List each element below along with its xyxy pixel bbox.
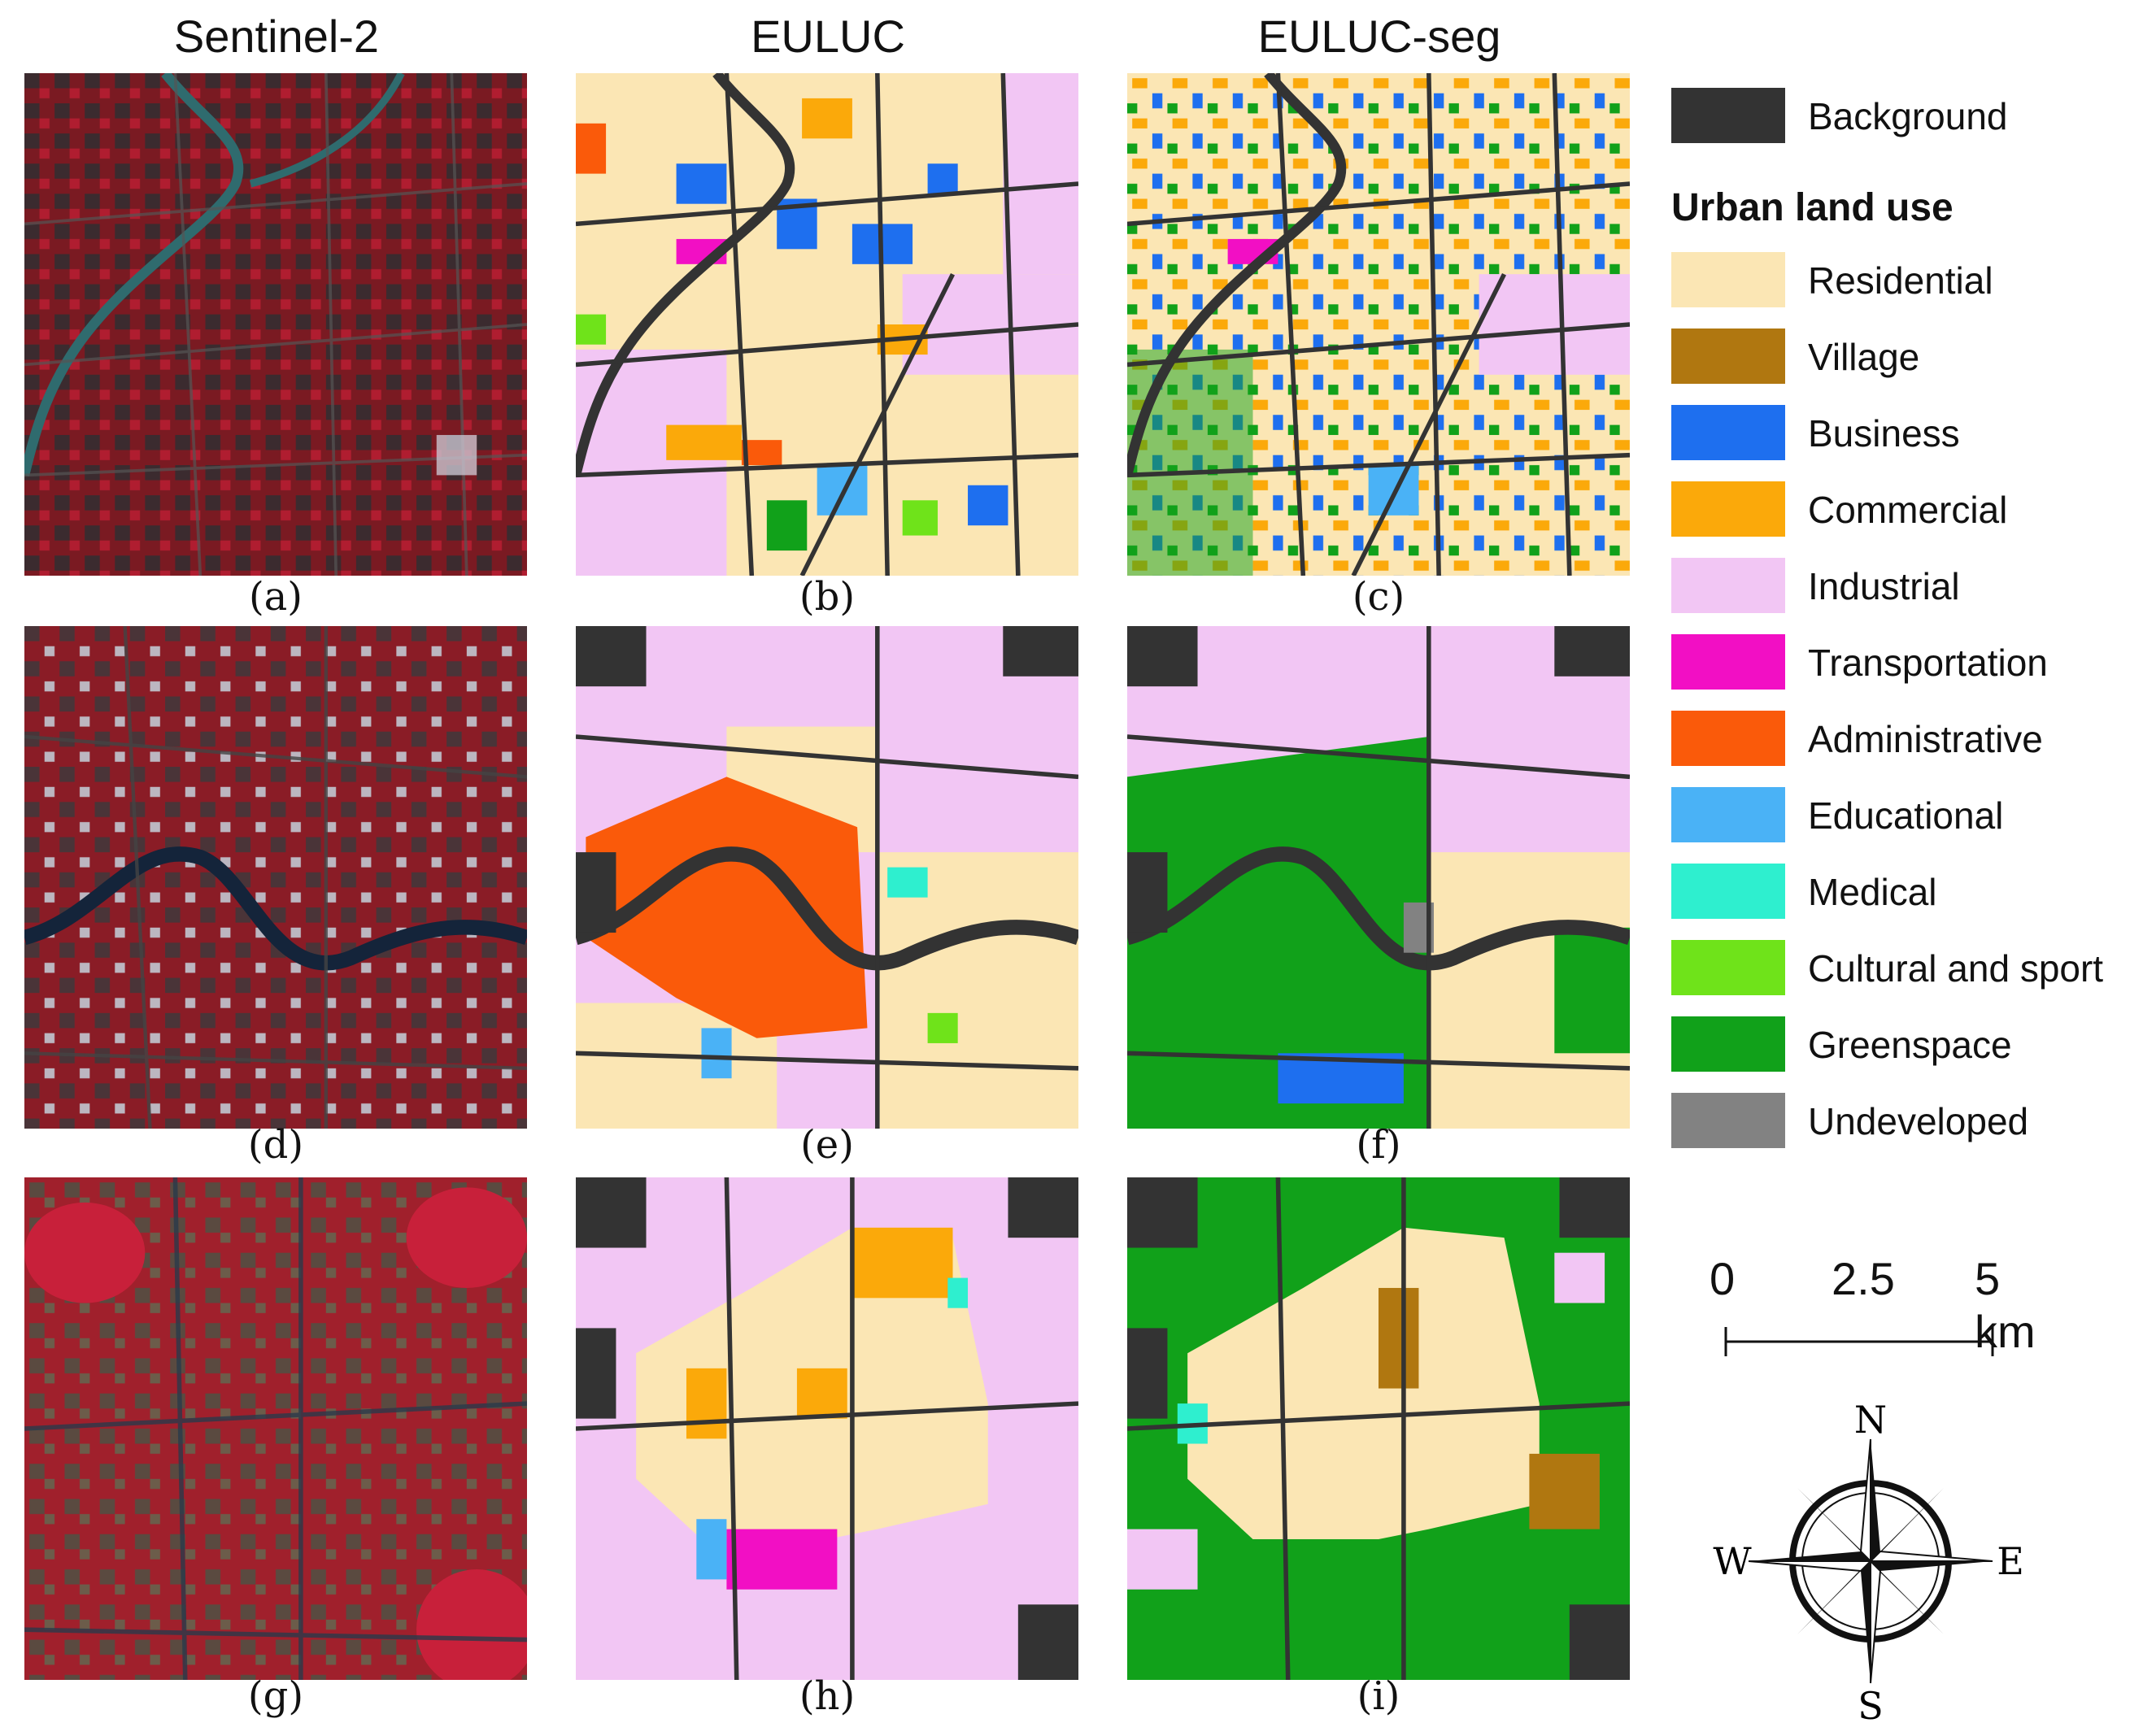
north-arrow-compass: N S W E	[1700, 1390, 2041, 1732]
legend-label: Greenspace	[1808, 1024, 2012, 1066]
legend-swatch	[1671, 634, 1785, 690]
legend-heading: Urban land use	[1671, 186, 1954, 229]
legend-label: Village	[1808, 336, 1920, 378]
legend-label-background: Background	[1808, 95, 2008, 137]
legend-label: Cultural and sport	[1808, 947, 2104, 990]
panel-a-satellite	[24, 73, 527, 576]
legend-swatch	[1671, 864, 1785, 919]
compass-w: W	[1713, 1539, 1752, 1583]
legend-swatch	[1671, 481, 1785, 537]
scale-tick-0: 0	[1710, 1253, 1736, 1304]
legend-label: Transportation	[1808, 642, 2048, 684]
legend-label: Industrial	[1808, 565, 1960, 607]
legend-label: Educational	[1808, 794, 2004, 837]
scale-bar: 0 2.5 5 km	[1710, 1252, 2058, 1366]
panel-f-euluc-seg-map	[1127, 626, 1630, 1129]
column-title-euluc-seg: EULUC-seg	[1257, 11, 1501, 62]
legend-swatch	[1671, 405, 1785, 460]
compass-e: E	[1997, 1539, 2024, 1583]
legend-swatch	[1671, 252, 1785, 307]
panel-b-euluc-map	[576, 73, 1078, 576]
column-title-euluc: EULUC	[751, 11, 905, 62]
legend-swatch	[1671, 328, 1785, 384]
scale-tick-5km: 5 km	[1975, 1253, 2036, 1357]
panel-label-g: (g)	[247, 1673, 304, 1719]
panel-c-euluc-seg-map	[1127, 73, 1630, 576]
legend-swatch	[1671, 558, 1785, 613]
column-title-sentinel: Sentinel-2	[173, 11, 380, 62]
legend-label: Undeveloped	[1808, 1100, 2029, 1142]
panel-i-euluc-seg-map	[1127, 1177, 1630, 1680]
panel-label-h: (h)	[799, 1673, 856, 1719]
legend-label: Medical	[1808, 871, 1937, 913]
legend-swatch	[1671, 1093, 1785, 1148]
panel-h-euluc-map	[576, 1177, 1078, 1680]
legend-swatch	[1671, 940, 1785, 995]
panel-label-a: (a)	[248, 574, 303, 620]
panel-label-c: (c)	[1352, 574, 1405, 620]
panel-label-f: (f)	[1356, 1122, 1401, 1168]
panel-label-d: (d)	[247, 1122, 304, 1168]
panel-label-i: (i)	[1357, 1673, 1400, 1719]
panel-d-satellite	[24, 626, 527, 1129]
legend-label: Administrative	[1808, 718, 2043, 760]
panel-label-b: (b)	[799, 574, 856, 620]
legend-label: Residential	[1808, 259, 1993, 302]
legend-swatch	[1671, 711, 1785, 766]
legend-swatch	[1671, 787, 1785, 842]
legend-label: Business	[1808, 412, 1960, 455]
legend-swatch	[1671, 1016, 1785, 1072]
panel-label-e: (e)	[800, 1122, 854, 1168]
panel-g-satellite	[24, 1177, 527, 1680]
scale-tick-2-5: 2.5	[1832, 1253, 1895, 1304]
panel-e-euluc-map	[576, 626, 1078, 1129]
legend-swatch-background	[1671, 88, 1785, 143]
compass-s: S	[1858, 1684, 1884, 1728]
legend-label: Commercial	[1808, 489, 2008, 531]
compass-n: N	[1854, 1398, 1887, 1442]
